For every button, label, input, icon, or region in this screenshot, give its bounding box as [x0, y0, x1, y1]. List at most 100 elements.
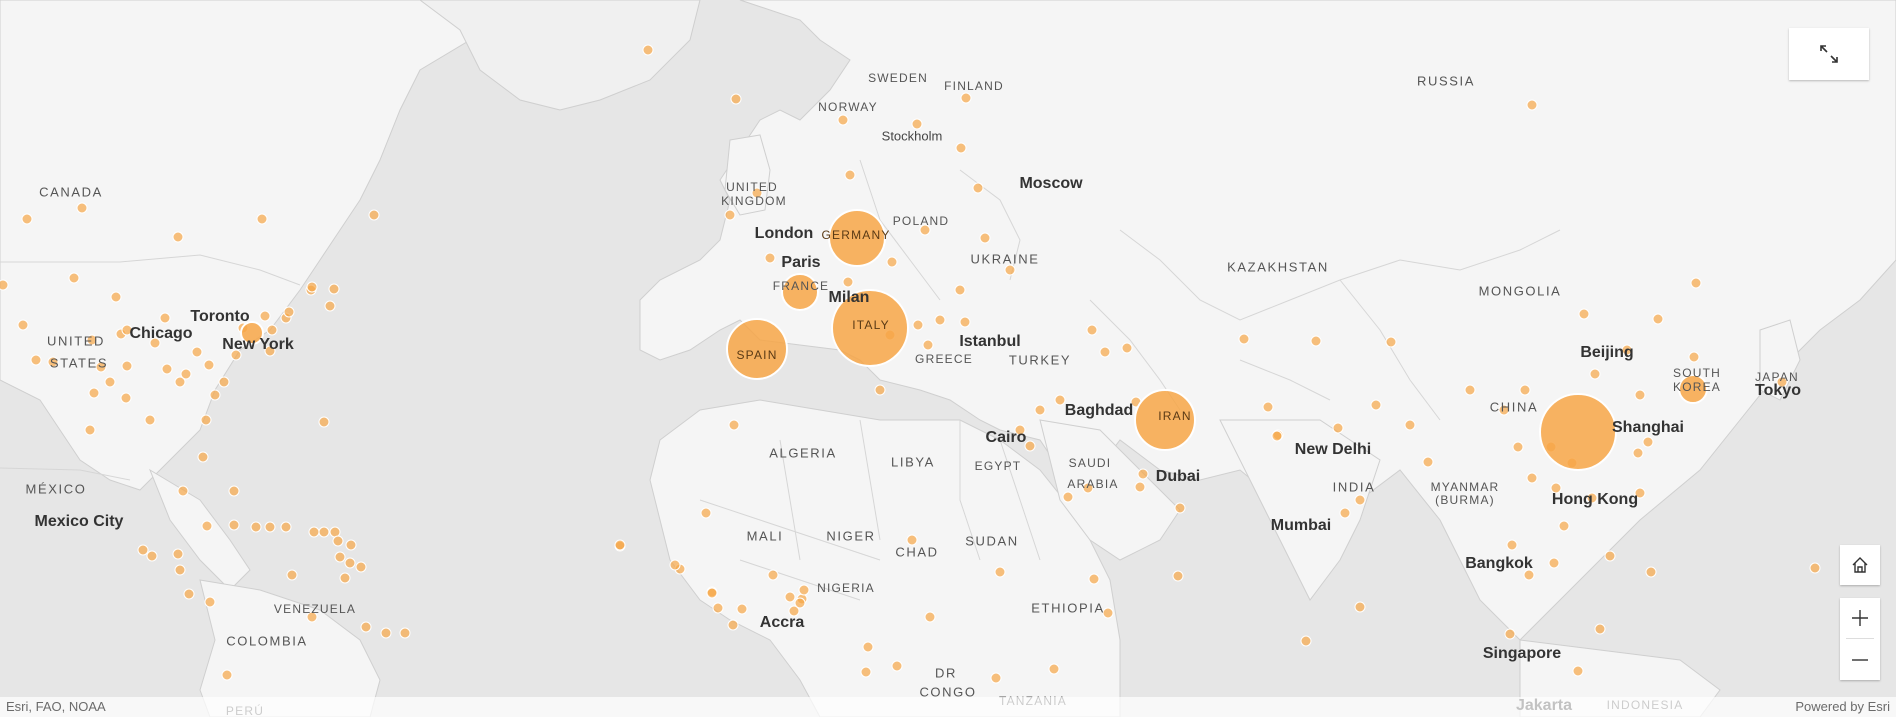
cluster-marker[interactable]: [1539, 393, 1617, 471]
point-marker[interactable]: [919, 224, 931, 236]
point-marker[interactable]: [1550, 482, 1562, 494]
point-marker[interactable]: [203, 359, 215, 371]
point-marker[interactable]: [1519, 384, 1531, 396]
point-marker[interactable]: [1385, 336, 1397, 348]
point-marker[interactable]: [736, 603, 748, 615]
point-marker[interactable]: [728, 419, 740, 431]
point-marker[interactable]: [228, 519, 240, 531]
point-marker[interactable]: [1526, 472, 1538, 484]
point-marker[interactable]: [172, 231, 184, 243]
point-marker[interactable]: [1578, 308, 1590, 320]
point-marker[interactable]: [911, 118, 923, 130]
point-marker[interactable]: [68, 272, 80, 284]
point-marker[interactable]: [177, 485, 189, 497]
point-marker[interactable]: [21, 213, 33, 225]
point-marker[interactable]: [1621, 344, 1633, 356]
point-marker[interactable]: [1082, 482, 1094, 494]
point-marker[interactable]: [794, 597, 806, 609]
point-marker[interactable]: [1102, 607, 1114, 619]
point-marker[interactable]: [924, 611, 936, 623]
point-marker[interactable]: [1464, 384, 1476, 396]
cluster-marker[interactable]: [1134, 389, 1196, 451]
point-marker[interactable]: [1121, 342, 1133, 354]
point-marker[interactable]: [1332, 422, 1344, 434]
point-marker[interactable]: [912, 319, 924, 331]
point-marker[interactable]: [1134, 481, 1146, 493]
point-marker[interactable]: [1024, 440, 1036, 452]
point-marker[interactable]: [88, 387, 100, 399]
point-marker[interactable]: [751, 187, 763, 199]
point-marker[interactable]: [922, 339, 934, 351]
point-marker[interactable]: [339, 572, 351, 584]
point-marker[interactable]: [318, 526, 330, 538]
cluster-marker[interactable]: [240, 321, 264, 345]
point-marker[interactable]: [283, 306, 295, 318]
point-marker[interactable]: [1310, 335, 1322, 347]
point-marker[interactable]: [230, 349, 242, 361]
point-marker[interactable]: [934, 314, 946, 326]
point-marker[interactable]: [1172, 570, 1184, 582]
point-marker[interactable]: [47, 356, 59, 368]
point-marker[interactable]: [1300, 635, 1312, 647]
point-marker[interactable]: [959, 316, 971, 328]
point-marker[interactable]: [1404, 419, 1416, 431]
point-marker[interactable]: [960, 92, 972, 104]
point-marker[interactable]: [104, 376, 116, 388]
point-marker[interactable]: [886, 256, 898, 268]
point-marker[interactable]: [1688, 351, 1700, 363]
point-marker[interactable]: [1589, 368, 1601, 380]
point-marker[interactable]: [1174, 502, 1186, 514]
point-marker[interactable]: [172, 548, 184, 560]
point-marker[interactable]: [990, 672, 1002, 684]
point-marker[interactable]: [955, 142, 967, 154]
point-marker[interactable]: [1048, 663, 1060, 675]
point-marker[interactable]: [1776, 376, 1788, 388]
point-marker[interactable]: [1642, 436, 1654, 448]
point-marker[interactable]: [1086, 324, 1098, 336]
point-marker[interactable]: [1548, 557, 1560, 569]
point-marker[interactable]: [1526, 99, 1538, 111]
point-marker[interactable]: [146, 550, 158, 562]
point-marker[interactable]: [1238, 333, 1250, 345]
point-marker[interactable]: [1809, 562, 1821, 574]
point-marker[interactable]: [1632, 447, 1644, 459]
point-marker[interactable]: [0, 279, 9, 291]
point-marker[interactable]: [329, 526, 341, 538]
point-marker[interactable]: [1262, 401, 1274, 413]
point-marker[interactable]: [862, 641, 874, 653]
point-marker[interactable]: [1014, 424, 1026, 436]
point-marker[interactable]: [259, 310, 271, 322]
point-marker[interactable]: [1558, 520, 1570, 532]
point-marker[interactable]: [700, 507, 712, 519]
zoom-in-button[interactable]: [1840, 598, 1880, 638]
point-marker[interactable]: [264, 345, 276, 357]
point-marker[interactable]: [200, 414, 212, 426]
point-marker[interactable]: [844, 169, 856, 181]
point-marker[interactable]: [1586, 492, 1598, 504]
expand-button[interactable]: [1789, 28, 1869, 80]
point-marker[interactable]: [1498, 404, 1510, 416]
cluster-marker[interactable]: [781, 273, 819, 311]
point-marker[interactable]: [1062, 491, 1074, 503]
point-marker[interactable]: [256, 213, 268, 225]
point-marker[interactable]: [266, 324, 278, 336]
powered-by-link[interactable]: Powered by Esri: [1795, 699, 1890, 714]
point-marker[interactable]: [368, 209, 380, 221]
point-marker[interactable]: [380, 627, 392, 639]
point-marker[interactable]: [144, 414, 156, 426]
zoom-out-button[interactable]: [1840, 640, 1880, 680]
point-marker[interactable]: [308, 526, 320, 538]
point-marker[interactable]: [1645, 566, 1657, 578]
point-marker[interactable]: [328, 283, 340, 295]
point-marker[interactable]: [250, 521, 262, 533]
cluster-marker[interactable]: [1678, 374, 1708, 404]
point-marker[interactable]: [906, 534, 918, 546]
point-marker[interactable]: [197, 451, 209, 463]
point-marker[interactable]: [360, 621, 372, 633]
point-marker[interactable]: [860, 666, 872, 678]
point-marker[interactable]: [764, 252, 776, 264]
point-marker[interactable]: [286, 569, 298, 581]
point-marker[interactable]: [332, 535, 344, 547]
point-marker[interactable]: [306, 611, 318, 623]
point-marker[interactable]: [1634, 389, 1646, 401]
